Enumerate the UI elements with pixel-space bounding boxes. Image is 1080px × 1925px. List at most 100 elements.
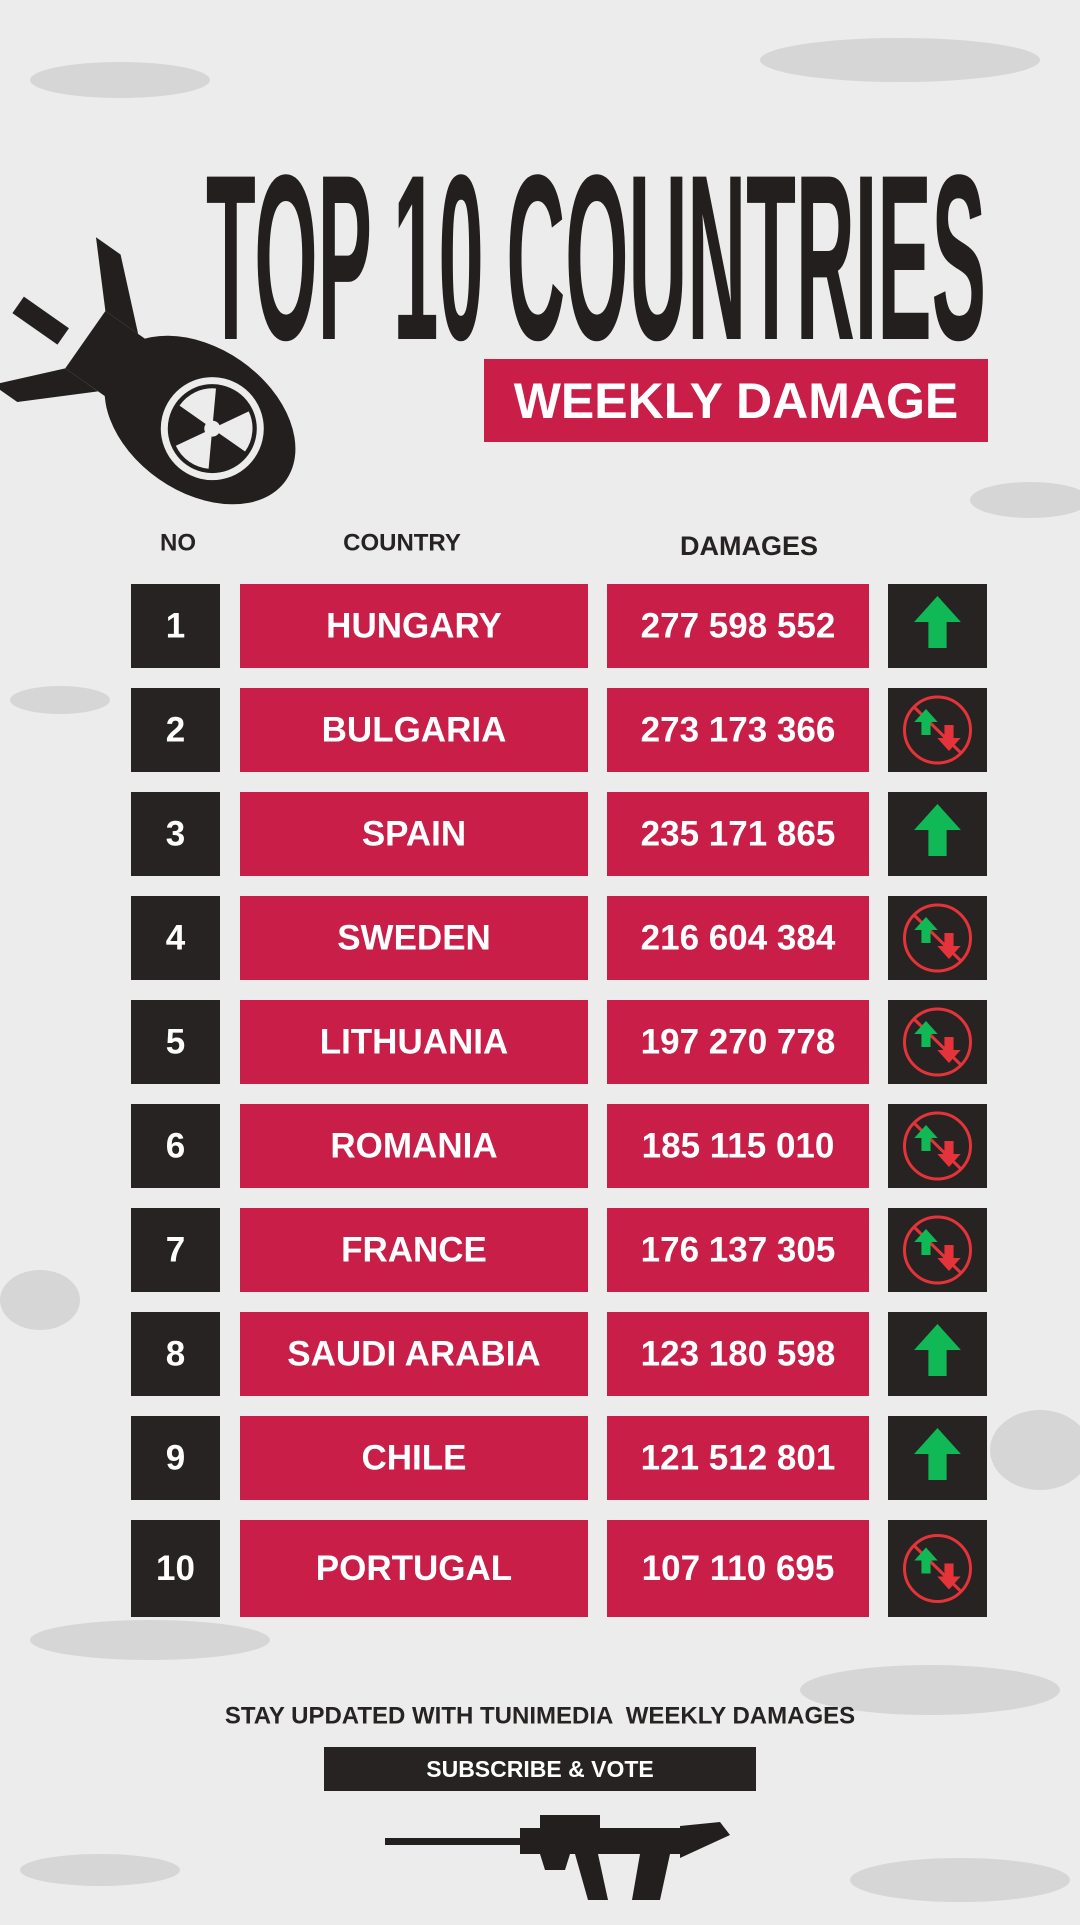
country: ROMANIA (330, 1127, 497, 1166)
trend-ring (903, 903, 972, 973)
damages: 185 115 010 (642, 1127, 835, 1166)
damages: 197 270 778 (641, 1023, 836, 1062)
cell (131, 1104, 220, 1188)
cell (607, 1208, 869, 1292)
damages: 107 110 695 (642, 1549, 835, 1588)
trend-ring (903, 1007, 972, 1077)
trend-arrow (914, 1125, 938, 1151)
trend-icon (914, 1324, 961, 1376)
cell (131, 584, 220, 668)
trend-arrow (937, 1563, 961, 1590)
cell (131, 1312, 220, 1396)
cell (131, 792, 220, 876)
cell (131, 688, 220, 772)
trend-arrow (914, 1229, 938, 1255)
table-row: 10 PORTUGAL 107 110 695 (131, 1520, 987, 1617)
cell (240, 688, 588, 772)
table-row: 8 SAUDI ARABIA 123 180 598 (131, 1312, 987, 1396)
trend-icon (903, 1111, 972, 1181)
rank: 9 (166, 1439, 185, 1478)
rank: 4 (166, 919, 186, 958)
damages: 216 604 384 (641, 919, 836, 958)
table-row: 7 FRANCE 176 137 305 (131, 1208, 987, 1292)
rifle-icon (385, 1815, 730, 1900)
cell (240, 1416, 588, 1500)
tagline: STAY UPDATED WITH TUNIMEDIA WEEKLY DAMAG… (225, 1703, 855, 1730)
country: HUNGARY (326, 607, 502, 646)
country: LITHUANIA (320, 1023, 509, 1062)
cell (131, 1416, 220, 1500)
subscribe-label[interactable]: SUBSCRIBE & VOTE (426, 1756, 653, 1782)
cell (607, 1416, 869, 1500)
trend-arrow (914, 917, 938, 943)
table: 1 HUNGARY 277 598 552 2 BULGARIA 273 173 366 3… (131, 584, 987, 1617)
trend-ring (903, 1215, 972, 1285)
column-header: NO (160, 530, 196, 557)
trend-arrow (937, 1245, 961, 1271)
table-row: 1 HUNGARY 277 598 552 (131, 584, 987, 668)
damages: 235 171 865 (641, 815, 836, 854)
table-row: 2 BULGARIA 273 173 366 (131, 688, 987, 772)
table-row: 4 SWEDEN 216 604 384 (131, 896, 987, 980)
subtitle: WEEKLY DAMAGE (514, 373, 959, 429)
trend-arrow (937, 1037, 961, 1063)
cell (240, 1312, 588, 1396)
cell (240, 896, 588, 980)
trend-arrow (914, 1428, 961, 1480)
trend-icon (903, 1007, 972, 1077)
trend-icon (903, 903, 972, 973)
trend-ring (903, 1111, 972, 1181)
trend-arrow (914, 1324, 961, 1376)
country: CHILE (362, 1439, 467, 1478)
table-row: 9 CHILE 121 512 801 (131, 1416, 987, 1500)
subtitle-box (484, 359, 988, 442)
cell (607, 1104, 869, 1188)
country: SAUDI ARABIA (287, 1335, 540, 1374)
table-row: 6 ROMANIA 185 115 010 (131, 1104, 987, 1188)
title: TOP 10 COUNTRIES (206, 126, 986, 390)
rank: 5 (166, 1023, 185, 1062)
damages: 277 598 552 (641, 607, 836, 646)
trend-arrow (914, 1021, 938, 1047)
trend-icon (903, 695, 972, 765)
rank: 3 (166, 815, 185, 854)
background-texture (0, 38, 1080, 1902)
trend-icon (914, 1428, 961, 1480)
damages: 123 180 598 (641, 1335, 836, 1374)
cell (131, 1000, 220, 1084)
cell (240, 1208, 588, 1292)
country: PORTUGAL (316, 1549, 512, 1588)
rank: 6 (166, 1127, 185, 1166)
rank: 8 (166, 1335, 185, 1374)
trend-ring (903, 1534, 972, 1603)
cell (607, 584, 869, 668)
country: SPAIN (362, 815, 466, 854)
trend-icon (914, 804, 961, 856)
trend-icon (914, 596, 961, 648)
cell (240, 584, 588, 668)
cell (607, 1520, 869, 1617)
column-header: DAMAGES (680, 531, 818, 561)
cell (607, 1312, 869, 1396)
table-row: 5 LITHUANIA 197 270 778 (131, 1000, 987, 1084)
country: FRANCE (341, 1231, 487, 1270)
cell (607, 688, 869, 772)
cell (131, 1520, 220, 1617)
trend-arrow (937, 933, 961, 959)
trend-arrow (937, 1141, 961, 1167)
rank: 7 (166, 1231, 185, 1270)
cell (607, 896, 869, 980)
trend-arrow (914, 596, 961, 648)
cell (240, 1104, 588, 1188)
cell (131, 896, 220, 980)
country: SWEDEN (337, 919, 491, 958)
trend-arrow (914, 804, 961, 856)
rank: 1 (166, 607, 185, 646)
trend-arrow (937, 725, 961, 751)
cell (240, 1000, 588, 1084)
damages: 176 137 305 (641, 1231, 836, 1270)
rank: 2 (166, 711, 185, 750)
trend-ring (903, 695, 972, 765)
subscribe-button[interactable] (324, 1747, 756, 1791)
